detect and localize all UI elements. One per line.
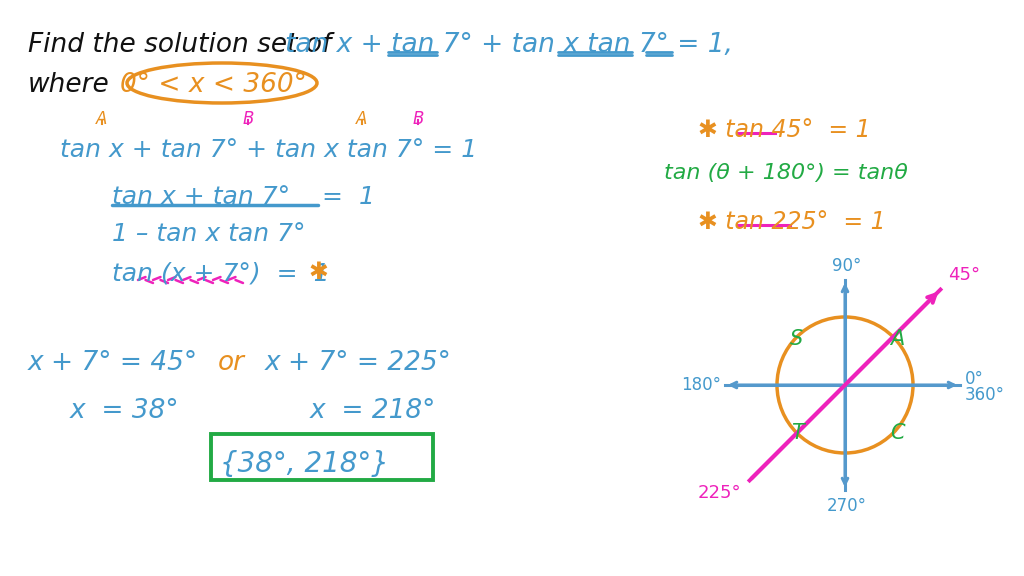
Text: Find the solution set of: Find the solution set of: [28, 32, 340, 58]
Text: 270°: 270°: [827, 497, 867, 515]
Text: 225°: 225°: [698, 484, 741, 502]
Text: A: A: [96, 110, 108, 128]
Text: tan x + tan 7° + tan x tan 7° = 1: tan x + tan 7° + tan x tan 7° = 1: [60, 138, 477, 162]
Text: ✱: ✱: [308, 260, 328, 284]
Text: A: A: [890, 329, 904, 349]
Text: 0°: 0°: [965, 370, 984, 388]
Text: x + 7° = 225°: x + 7° = 225°: [265, 350, 452, 376]
Text: B: B: [243, 110, 254, 128]
Text: ✱ tan 45°  = 1: ✱ tan 45° = 1: [698, 118, 870, 142]
Text: 360°: 360°: [965, 386, 1005, 404]
Text: x  = 218°: x = 218°: [310, 398, 436, 424]
Text: tan x + tan 7° + tan x tan 7° = 1,: tan x + tan 7° + tan x tan 7° = 1,: [285, 32, 733, 58]
Text: 90°: 90°: [833, 257, 861, 275]
Text: x + 7° = 45°: x + 7° = 45°: [28, 350, 198, 376]
Text: tan x + tan 7°: tan x + tan 7°: [112, 185, 290, 209]
Text: {38°, 218°}: {38°, 218°}: [220, 450, 389, 478]
Text: 0° < x < 360°: 0° < x < 360°: [120, 72, 307, 98]
Text: S: S: [791, 329, 804, 349]
Text: =  1: = 1: [322, 185, 375, 209]
Text: T: T: [791, 423, 804, 443]
Text: 1 – tan x tan 7°: 1 – tan x tan 7°: [112, 222, 305, 246]
Text: where: where: [28, 72, 110, 98]
Text: tan (θ + 180°) = tanθ: tan (θ + 180°) = tanθ: [664, 163, 908, 183]
Text: x  = 38°: x = 38°: [70, 398, 179, 424]
Text: or: or: [218, 350, 245, 376]
Text: 180°: 180°: [681, 376, 721, 394]
Text: A: A: [356, 110, 368, 128]
Text: tan (x + 7°)  =  1: tan (x + 7°) = 1: [112, 262, 330, 286]
Text: 45°: 45°: [948, 266, 981, 283]
Text: C: C: [890, 423, 904, 443]
Text: B: B: [413, 110, 424, 128]
Text: ✱ tan 225°  = 1: ✱ tan 225° = 1: [698, 210, 886, 234]
